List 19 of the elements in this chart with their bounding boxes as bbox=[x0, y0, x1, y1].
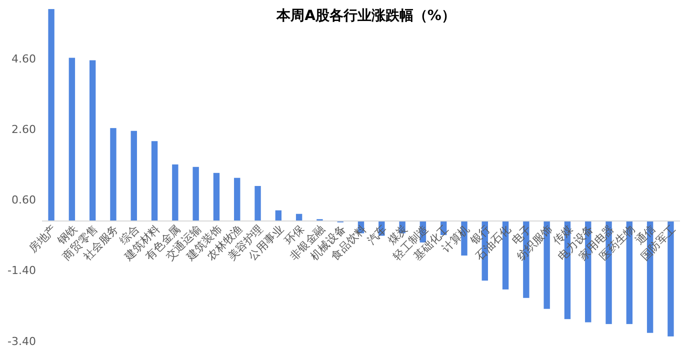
bar bbox=[151, 141, 158, 221]
x-tick-label: 汽车 bbox=[364, 222, 390, 248]
bar bbox=[275, 210, 282, 221]
y-tick-label: -1.40 bbox=[8, 264, 36, 278]
y-tick-label: 2.60 bbox=[12, 122, 36, 136]
bar bbox=[89, 60, 96, 221]
bar bbox=[110, 128, 116, 221]
bar bbox=[192, 166, 199, 221]
chart-title: 本周A股各行业涨跌幅（%） bbox=[276, 8, 456, 24]
bar bbox=[68, 58, 76, 221]
bar bbox=[130, 130, 137, 221]
bar bbox=[234, 178, 240, 221]
y-tick-label: 0.60 bbox=[12, 194, 36, 207]
bar bbox=[213, 172, 220, 221]
bar bbox=[172, 164, 178, 221]
y-tick-label: 4.60 bbox=[12, 52, 36, 66]
bar bbox=[254, 186, 261, 221]
y-tick-label: -3.40 bbox=[8, 334, 36, 347]
bar bbox=[48, 9, 54, 221]
